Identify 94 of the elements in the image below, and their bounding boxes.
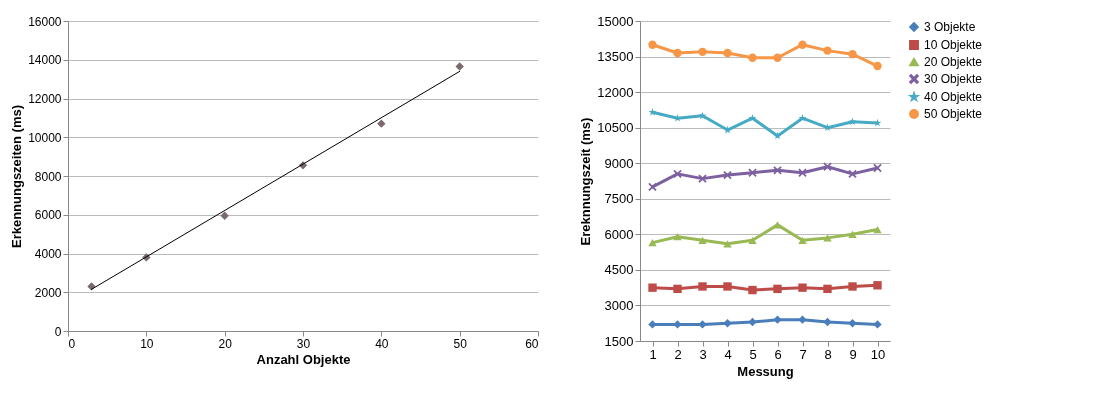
x-tick-label: 0 (68, 336, 76, 351)
point (773, 221, 782, 229)
y-tick-label: 4000 (34, 247, 62, 261)
point (798, 114, 807, 122)
point (723, 48, 732, 58)
point (698, 47, 707, 56)
y-tick-label: 13500 (597, 49, 634, 65)
point (723, 319, 732, 328)
x-tick-label: 40 (375, 336, 389, 351)
y-tick-label: 9000 (604, 155, 634, 171)
x-tick-label: 2 (674, 346, 682, 362)
point (698, 282, 707, 291)
point (848, 319, 857, 328)
x-tick-label: 5 (749, 346, 757, 362)
y-tick-label: 15000 (597, 13, 634, 29)
point (648, 40, 657, 49)
point (377, 119, 386, 128)
point (798, 40, 807, 49)
legend-label: 30 Objekte (924, 72, 983, 86)
point (798, 168, 807, 177)
legend-label: 3 Objekte (924, 20, 976, 34)
point (748, 236, 757, 244)
x-tick-label: 6 (774, 346, 782, 362)
point (673, 233, 682, 241)
point (748, 114, 757, 122)
y-axis-title: Erkennungszeiten (ms) (9, 104, 25, 249)
point (748, 285, 757, 295)
point (748, 53, 757, 62)
legend-label: 40 Objekte (924, 90, 983, 104)
point (823, 46, 832, 55)
y-tick-label: 2000 (34, 285, 62, 300)
y-tick-label: 10500 (597, 120, 634, 136)
y-tick-label: 12000 (28, 92, 62, 106)
point (823, 234, 832, 242)
point (848, 282, 857, 291)
y-tick-label: 14000 (28, 53, 62, 68)
x-tick-label: 30 (296, 336, 311, 351)
x-tick-label: 4 (724, 346, 732, 362)
point (723, 282, 732, 291)
point (748, 168, 757, 177)
point (648, 283, 657, 292)
y-tick-label: 6000 (34, 208, 62, 223)
x-tick-label: 7 (799, 346, 807, 362)
y-tick-label: 10000 (28, 130, 62, 145)
x-tick-label: 8 (824, 346, 832, 362)
y-tick-label: 0 (54, 324, 62, 339)
point (648, 239, 657, 247)
point (648, 108, 657, 116)
x-tick-label: 60 (525, 336, 539, 351)
x-tick-label: 20 (218, 336, 233, 351)
point (673, 48, 682, 58)
x-tick-label: 10 (140, 336, 154, 351)
x-tick-label: 9 (849, 346, 857, 362)
point (773, 284, 782, 294)
y-tick-label: 4500 (604, 262, 634, 278)
legend-label: 10 Objekte (924, 38, 983, 52)
point (823, 284, 832, 294)
point (873, 281, 882, 290)
point (455, 62, 464, 71)
point (773, 53, 782, 62)
point (848, 50, 857, 59)
point (848, 230, 857, 238)
point (773, 166, 782, 175)
y-tick-label: 1500 (604, 333, 634, 349)
x-tick-label: 50 (453, 336, 468, 351)
point (673, 284, 682, 294)
y-tick-label: 3000 (604, 297, 634, 313)
x-tick-label: 1 (649, 346, 657, 362)
point (798, 315, 807, 324)
x-axis-title: Messung (737, 363, 794, 379)
point (873, 320, 882, 329)
point (698, 174, 707, 183)
point (798, 236, 807, 244)
point (798, 283, 807, 292)
y-tick-label: 8000 (34, 169, 62, 184)
point (873, 61, 882, 71)
point (220, 211, 229, 220)
y-tick-label: 16000 (28, 14, 62, 29)
x-axis-title: Anzahl Objekte (256, 351, 351, 367)
point (823, 317, 832, 327)
point (698, 236, 707, 244)
x-tick-label: 10 (870, 346, 886, 362)
legend-label: 20 Objekte (924, 55, 983, 69)
point (773, 315, 782, 324)
point (873, 225, 882, 234)
point (723, 240, 732, 248)
point (748, 317, 757, 327)
x-tick-label: 3 (699, 346, 707, 362)
y-tick-label: 7500 (604, 191, 634, 207)
y-tick-label: 12000 (597, 84, 634, 100)
legend-label: 50 Objekte (924, 107, 983, 121)
y-tick-label: 6000 (604, 226, 634, 242)
point (848, 117, 857, 126)
y-axis-title: Ereknnungszeit (ms) (578, 117, 594, 246)
